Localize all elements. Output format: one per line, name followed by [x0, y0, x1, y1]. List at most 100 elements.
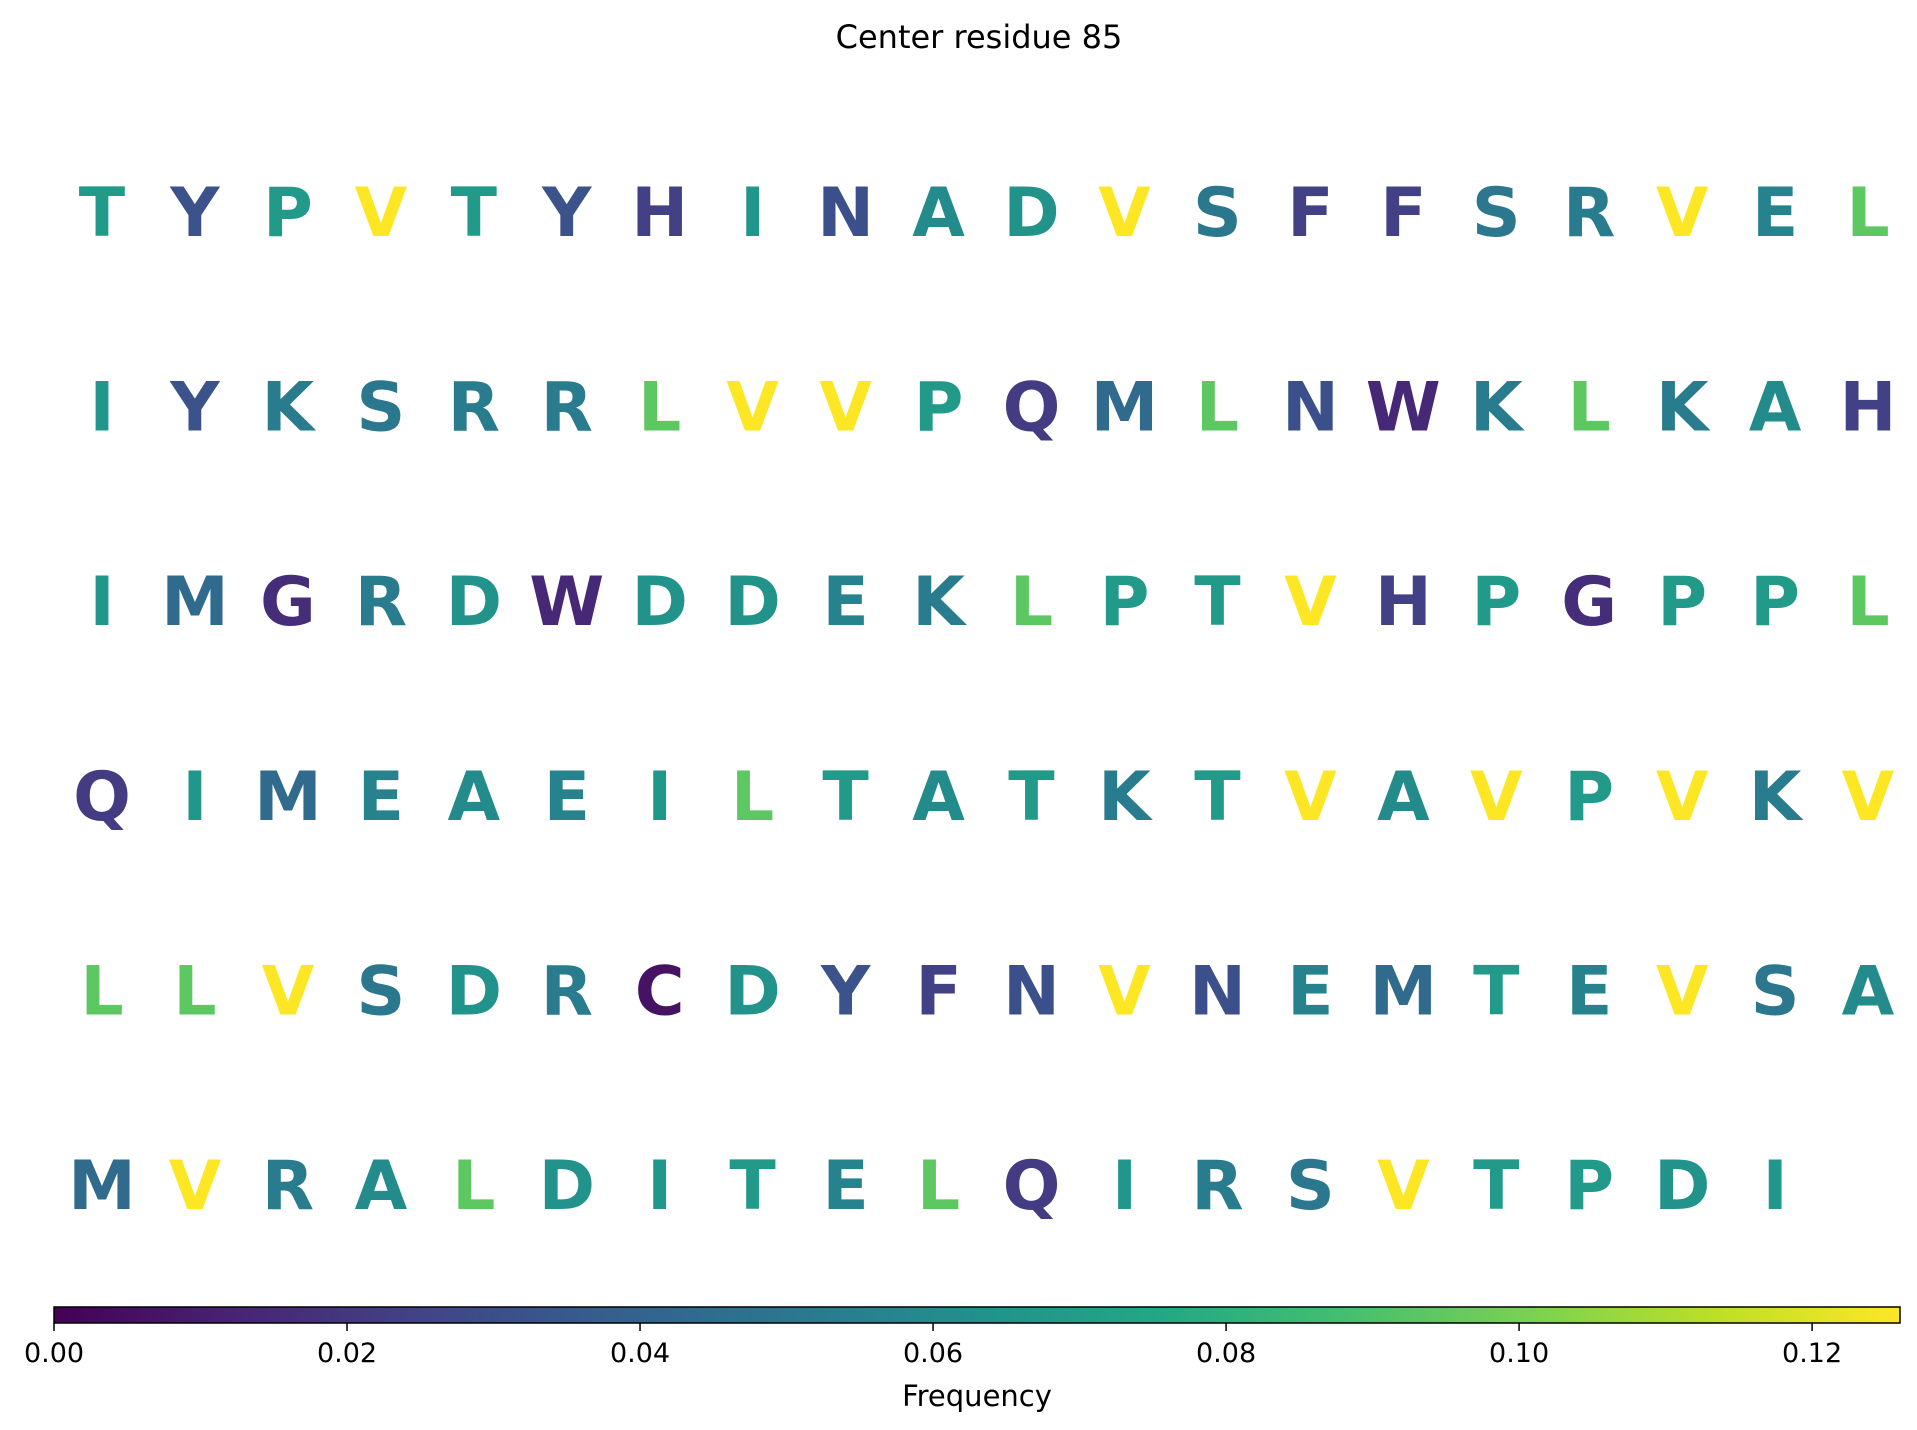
residue-letter: W: [1366, 369, 1441, 448]
residue-letter: E: [1752, 174, 1798, 253]
residue-letter: Q: [73, 758, 131, 837]
residue-letter: K: [1749, 758, 1804, 837]
colorbar-tick-label: 0.04: [610, 1338, 670, 1369]
residue-letter: T: [822, 758, 869, 837]
residue-letter: T: [79, 174, 126, 253]
residue-letter: R: [541, 952, 593, 1031]
residue-letter: L: [731, 758, 774, 837]
residue-letter: D: [631, 563, 687, 642]
residue-letter: N: [1003, 952, 1060, 1031]
residue-letter: V: [262, 952, 315, 1031]
residue-letter: H: [1375, 563, 1432, 642]
residue-letter: V: [1284, 563, 1337, 642]
chart-title: Center residue 85: [836, 18, 1123, 56]
residue-letter: E: [1566, 952, 1612, 1031]
residue-letter: I: [182, 758, 207, 837]
colorbar-label: Frequency: [902, 1379, 1052, 1413]
residue-letter: Y: [541, 174, 592, 253]
residue-letter: P: [914, 369, 964, 448]
residue-letter: D: [1654, 1147, 1710, 1226]
colorbar-tick-label: 0.12: [1782, 1338, 1842, 1369]
residue-letter: V: [726, 369, 779, 448]
residue-letter: H: [631, 174, 688, 253]
residue-letter: P: [1471, 563, 1521, 642]
residue-letter: N: [817, 174, 874, 253]
residue-letter: Y: [169, 369, 220, 448]
residue-letter: V: [1284, 758, 1337, 837]
residue-letter: P: [1564, 758, 1614, 837]
residue-letter: I: [647, 1147, 672, 1226]
residue-letter: F: [1287, 174, 1333, 253]
residue-letter: L: [1846, 174, 1889, 253]
residue-letter: A: [912, 174, 965, 253]
residue-letter: K: [1656, 369, 1711, 448]
residue-letter: Y: [820, 952, 871, 1031]
residue-letter: P: [263, 174, 313, 253]
residue-letter: E: [822, 563, 868, 642]
residue-letter: Y: [169, 174, 220, 253]
residue-letter: M: [1369, 952, 1437, 1031]
residue-letter: A: [1377, 758, 1430, 837]
residue-letter: P: [1564, 1147, 1614, 1226]
residue-letter: E: [358, 758, 404, 837]
residue-letter: T: [1194, 758, 1241, 837]
residue-letter: L: [917, 1147, 960, 1226]
residue-letter: L: [80, 952, 123, 1031]
residue-letter: F: [915, 952, 961, 1031]
residue-letter: R: [1191, 1147, 1243, 1226]
residue-letter: M: [161, 563, 229, 642]
residue-letter: A: [1842, 952, 1895, 1031]
residue-letter: P: [1100, 563, 1150, 642]
colorbar-tick-label: 0.08: [1196, 1338, 1256, 1369]
residue-letter: R: [355, 563, 407, 642]
residue-letter: L: [1010, 563, 1053, 642]
residue-letter: V: [1470, 758, 1523, 837]
residue-letter: L: [173, 952, 216, 1031]
residue-letter: V: [1098, 952, 1151, 1031]
residue-letter: E: [544, 758, 590, 837]
residue-letter: S: [1193, 174, 1242, 253]
residue-letter: I: [740, 174, 765, 253]
residue-letter: D: [539, 1147, 595, 1226]
colorbar-ticks: 0.00 0.02 0.04 0.06 0.08 0.10 0.12: [24, 1323, 1842, 1369]
residue-letter: K: [912, 563, 967, 642]
residue-letter: I: [89, 369, 114, 448]
residue-letter: S: [1751, 952, 1800, 1031]
residue-letter: R: [1563, 174, 1615, 253]
residue-letter: M: [254, 758, 322, 837]
residue-letter: V: [1656, 758, 1709, 837]
residue-letter: L: [1846, 563, 1889, 642]
residue-letter: E: [1287, 952, 1333, 1031]
residue-letter: S: [1472, 174, 1521, 253]
residue-letter: E: [822, 1147, 868, 1226]
residue-letter: D: [446, 563, 502, 642]
residue-letter: R: [448, 369, 500, 448]
residue-letter: T: [1194, 563, 1241, 642]
residue-letter: G: [1561, 563, 1617, 642]
residue-letter: K: [1098, 758, 1153, 837]
residue-letter: Q: [1003, 369, 1061, 448]
colorbar-tick-label: 0.06: [903, 1338, 963, 1369]
colorbar-tick-label: 0.02: [317, 1338, 377, 1369]
residue-letter: V: [1098, 174, 1151, 253]
colorbar-tick-label: 0.10: [1489, 1338, 1549, 1369]
residue-letter: V: [819, 369, 872, 448]
residue-letter: T: [1008, 758, 1055, 837]
residue-letter: I: [89, 563, 114, 642]
residue-letter: L: [1568, 369, 1611, 448]
colorbar: 0.00 0.02 0.04 0.06 0.08 0.10 0.12 Frequency: [24, 1306, 1901, 1413]
residue-letter: A: [355, 1147, 408, 1226]
residue-letter: R: [541, 369, 593, 448]
residue-letter: G: [260, 563, 316, 642]
residue-letter: S: [356, 369, 405, 448]
residue-letter: T: [729, 1147, 776, 1226]
residue-letter: D: [446, 952, 502, 1031]
residue-letter: W: [529, 563, 604, 642]
residue-letter: I: [647, 758, 672, 837]
residue-letter: T: [451, 174, 498, 253]
residue-letter: S: [356, 952, 405, 1031]
residue-letter: R: [262, 1147, 314, 1226]
residue-letter: N: [1282, 369, 1339, 448]
residue-letter: V: [1842, 758, 1895, 837]
residue-letter: T: [1473, 1147, 1520, 1226]
